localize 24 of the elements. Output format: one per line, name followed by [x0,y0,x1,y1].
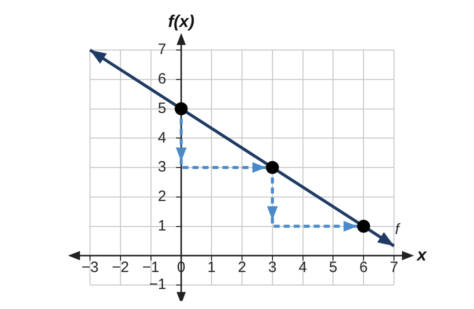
x-tick-label: 5 [329,258,338,276]
x-tick-label: 7 [390,258,398,276]
x-tick-label: −2 [112,258,129,276]
y-tick-label: 5 [158,100,182,117]
point [266,161,279,174]
x-tick-label: 3 [268,258,277,276]
x-axis-title: x [416,245,428,264]
x-tick-label: 6 [359,258,368,276]
y-tick-label: 3 [158,158,182,176]
y-axis-title: f(x) [168,12,195,31]
legend-label: f [394,220,401,238]
x-tick-label: 1 [207,258,216,276]
x-tick-label: −3 [81,258,99,276]
y-tick-label: 6 [158,70,182,88]
x-tick-label: −1 [142,258,160,276]
x-tick-label: 4 [298,258,307,276]
y-tick-label: 1 [158,217,182,234]
x-tick-label: 2 [238,258,246,276]
y-tick-label: 4 [158,129,182,146]
y-tick-label: −1 [149,276,182,294]
point [174,102,188,116]
point [357,220,370,233]
y-tick-label: 7 [158,41,182,58]
y-tick-label: 2 [158,188,182,206]
